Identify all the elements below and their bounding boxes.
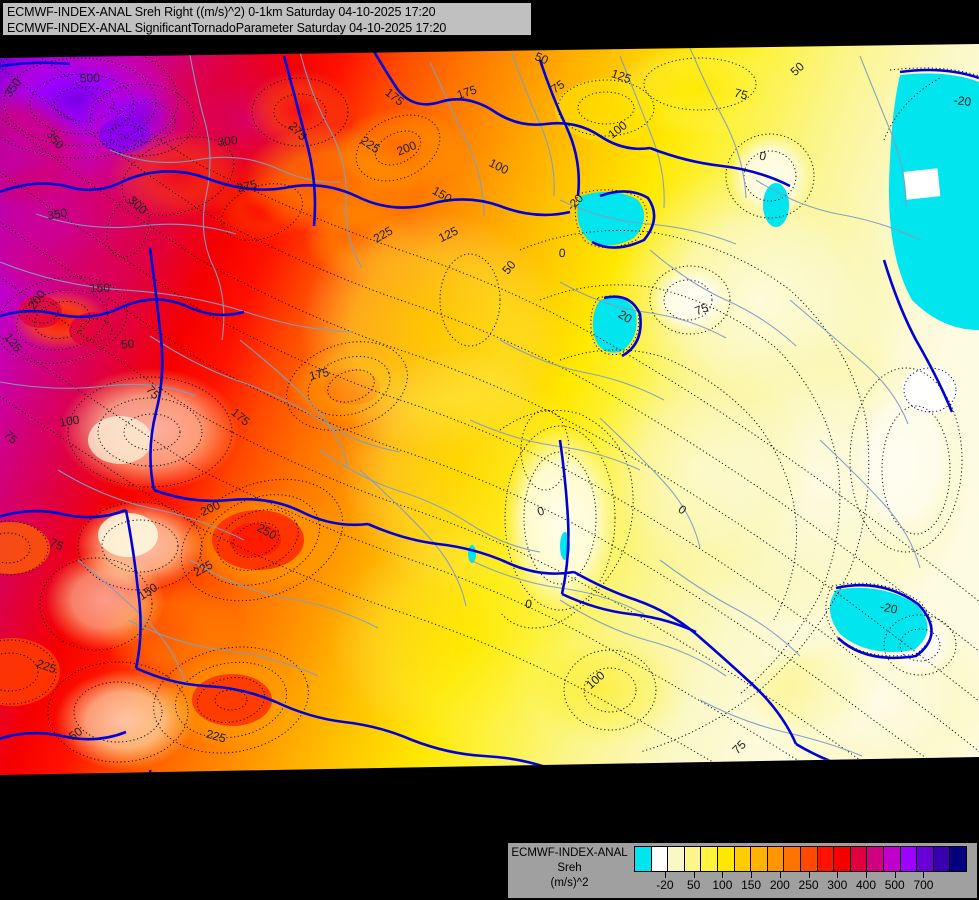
colorbar-swatch-10 [800, 847, 818, 871]
colorbar-tick-8 [894, 872, 896, 878]
colorbar-swatch-18 [933, 847, 951, 871]
contour-label: 300 [217, 133, 239, 149]
contour-label: 175 [455, 82, 479, 102]
title-line-2: ECMWF-INDEX-ANAL SignificantTornadoParam… [7, 21, 447, 35]
colorbar-swatch-4 [701, 847, 718, 871]
colorbar-tick-labels: -20 50 100 150 200 250 300 400 500 700 [634, 878, 967, 894]
contour-label: 75 [733, 86, 750, 103]
contour-label: 225 [35, 656, 59, 676]
colorbar-tick-4 [779, 872, 781, 878]
contour-label: -20 [879, 599, 899, 616]
colorbar-swatch-16 [900, 847, 918, 871]
contour-label: 0 [524, 597, 533, 612]
contour-label: 0 [758, 149, 768, 164]
colorbar-ticks [634, 872, 967, 878]
colorbar-tick-label-6: 300 [827, 878, 848, 892]
colorbar-tick-label-2: 100 [712, 878, 733, 892]
contour-label: 225 [205, 727, 228, 746]
colorbar-swatch-19 [950, 847, 966, 871]
contour-label: 75 [693, 300, 711, 318]
contour-label: 125 [610, 66, 634, 86]
colorbar-swatch-7 [751, 847, 768, 871]
colorbar-swatch-5 [717, 847, 735, 871]
colorbar-tick-label-9: 700 [913, 878, 934, 892]
colorbar-tick-1 [693, 872, 695, 878]
contour-label: 75 [48, 535, 66, 553]
colorbar-tick-6 [837, 872, 839, 878]
colorbar-tick-label-3: 150 [741, 878, 762, 892]
colorbar-tick-label-8: 500 [884, 878, 905, 892]
internal-borders-layer [0, 44, 921, 775]
colorbar-swatch-12 [834, 847, 851, 871]
colorbar-swatch-1 [651, 847, 669, 871]
colorbar-swatch-8 [767, 847, 785, 871]
legend-units: (m/s)^2 [550, 877, 589, 889]
contour-label: -20 [953, 93, 972, 109]
colorbar-tick-label-5: 250 [798, 878, 819, 892]
colorbar-tick-7 [866, 872, 867, 878]
contour-label: 100 [58, 413, 80, 430]
colorbar-swatch-9 [784, 847, 801, 871]
legend-panel: ECMWF-INDEX-ANAL Sreh (m/s)^2 -20 50 100 15… [505, 843, 977, 898]
contour-label: 50 [120, 336, 135, 351]
contour-label: 50 [533, 49, 551, 67]
colorbar-tick-label-7: 400 [855, 878, 877, 892]
colorbar-tick-5 [808, 872, 810, 878]
legend-colorbar[interactable]: -20 50 100 150 200 250 300 400 500 700 [631, 843, 977, 898]
scalar-field-layer [0, 44, 979, 775]
colorbar-swatch-14 [867, 847, 884, 871]
colorbar-swatches [634, 846, 967, 872]
colorbar-tick-3 [751, 872, 753, 878]
colorbar-swatch-2 [668, 847, 685, 871]
contour-label: 150 [90, 281, 111, 295]
title-line-1: ECMWF-INDEX-ANAL Sreh Right ((m/s)^2) 0-… [7, 5, 436, 19]
colorbar-swatch-17 [917, 847, 934, 871]
colorbar-swatch-11 [817, 847, 835, 871]
legend-label-block: ECMWF-INDEX-ANAL Sreh (m/s)^2 [508, 843, 631, 898]
colorbar-tick-0 [664, 872, 666, 878]
coastline-layer [0, 47, 979, 775]
colorbar-tick-2 [722, 872, 724, 878]
contour-label: 275 [236, 177, 259, 196]
contour-label: 0 [559, 246, 567, 260]
colorbar-swatch-0 [635, 847, 652, 871]
colorbar-swatch-13 [850, 847, 868, 871]
colorbar-swatch-15 [883, 847, 901, 871]
contour-label: 500 [80, 71, 101, 86]
legend-field: Sreh [557, 862, 582, 874]
colorbar-tick-label-4: 200 [769, 878, 790, 892]
colorbar-tick-label-0: -20 [656, 878, 674, 892]
title-bar: ECMWF-INDEX-ANAL Sreh Right ((m/s)^2) 0-… [2, 2, 532, 36]
contour-label: 0 [536, 503, 547, 518]
contour-label: 175 [308, 365, 331, 383]
colorbar-tick-9 [923, 872, 925, 878]
colorbar-swatch-6 [734, 847, 752, 871]
legend-model: ECMWF-INDEX-ANAL [511, 847, 628, 859]
colorbar-swatch-3 [684, 847, 702, 871]
contour-lines [0, 44, 979, 775]
contour-label: 350 [46, 205, 68, 222]
colorbar-tick-label-1: 50 [686, 878, 701, 892]
